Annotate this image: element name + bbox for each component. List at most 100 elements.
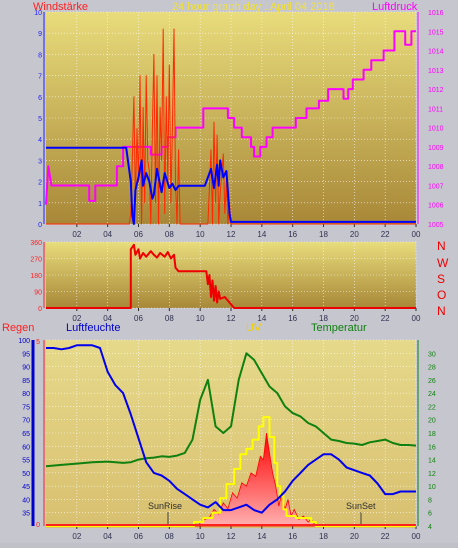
- chart2-right-tick-label: 20: [428, 418, 436, 425]
- chart0-xtick-label: 08: [165, 230, 174, 239]
- chart2-xtick-label: 04: [103, 532, 112, 541]
- chart0-right-tick-label: 1014: [428, 49, 444, 56]
- chart0-right-tick-label: 1006: [428, 203, 444, 210]
- chart0-right-tick-label: 1012: [428, 87, 444, 94]
- chart0-xtick-label: 20: [350, 230, 359, 239]
- chart0-right-tick-label: 1009: [428, 145, 444, 152]
- chart0-right-tick-label: 1015: [428, 29, 444, 36]
- chart2-xtick-label: 12: [227, 532, 236, 541]
- chart0-xtick-label: 06: [134, 230, 143, 239]
- chart1-xtick-label: 08: [165, 314, 174, 323]
- legend-temperatur: Temperatur: [311, 322, 367, 334]
- chart1-left-tick-label: 90: [34, 290, 42, 297]
- header-right-label: Luftdruck: [372, 1, 418, 13]
- legend-luftfeuchte: Luftfeuchte: [66, 322, 120, 334]
- chart0-xtick-label: 16: [288, 230, 297, 239]
- chart0-xtick-label: 14: [257, 230, 266, 239]
- chart2-xtick-label: 14: [257, 532, 266, 541]
- chart0-xtick-label: 12: [227, 230, 236, 239]
- chart2-left-tick-label: 55: [22, 458, 30, 465]
- chart2-right-tick-label: 10: [428, 484, 436, 491]
- chart0-left-tick-label: 10: [34, 10, 42, 17]
- chart0-right-tick-label: 1007: [428, 183, 444, 190]
- compass-letter-n-top: N: [437, 239, 446, 253]
- chart2-right-tick-label: 22: [428, 404, 436, 411]
- chart1-xtick-label: 20: [350, 314, 359, 323]
- chart1-left-tick-label: 0: [38, 306, 42, 313]
- chart2-left-tick-label: 50: [22, 471, 30, 478]
- chart2-right-tick-label: 28: [428, 365, 436, 372]
- chart1-xtick-label: 16: [288, 314, 297, 323]
- header-left-label: Windstärke: [33, 1, 88, 13]
- chart1-xtick-label: 14: [257, 314, 266, 323]
- chart0-left-tick-label: 4: [38, 137, 42, 144]
- chart1-xtick-label: 04: [103, 314, 112, 323]
- chart1-xtick-label: 12: [227, 314, 236, 323]
- temperature-line: [45, 352, 417, 468]
- chart1-xtick-label: 02: [72, 314, 81, 323]
- chart2-left-tick-label: 35: [22, 511, 30, 518]
- chart1-xtick-label: 22: [381, 314, 390, 323]
- chart2-rain-tick-label: 0: [36, 522, 40, 529]
- chart2-left-tick-label: 80: [22, 391, 30, 398]
- chart2-xtick-label: 08: [165, 532, 174, 541]
- chart2-left-tick-label: 40: [22, 497, 30, 504]
- chart0-right-tick-label: 1011: [428, 106, 443, 113]
- chart0-right-tick-label: 1008: [428, 164, 444, 171]
- chart1-xtick-label: 00: [412, 314, 421, 323]
- chart2-right-tick-label: 8: [428, 497, 432, 504]
- chart2-right-tick-label: 24: [428, 391, 436, 398]
- chart0-xtick-label: 10: [196, 230, 205, 239]
- chart0-left-tick-label: 5: [38, 116, 42, 123]
- chart0-left-tick-label: 3: [38, 158, 42, 165]
- chart2-right-tick-label: 26: [428, 378, 436, 385]
- chart2-left-tick-label: 45: [22, 484, 30, 491]
- compass-letter-s: S: [437, 272, 445, 286]
- wind-direction-line: [46, 243, 416, 309]
- chart2-left-tick-label: 70: [22, 418, 30, 425]
- chart0-left-tick-label: 9: [38, 31, 42, 38]
- chart0-xtick-label: 18: [319, 230, 328, 239]
- legend-regen: Regen: [2, 322, 34, 334]
- chart2-right-tick-label: 18: [428, 431, 436, 438]
- chart0-right-tick-label: 1005: [428, 222, 444, 229]
- chart0-left-tick-label: 6: [38, 95, 42, 102]
- compass-letter-n-bottom: N: [437, 304, 446, 318]
- chart2-right-tick-label: 12: [428, 471, 436, 478]
- chart2-left-tick-label: 75: [22, 404, 30, 411]
- chart0-xtick-label: 04: [103, 230, 112, 239]
- chart0-right-tick-label: 1013: [428, 68, 444, 75]
- chart1-left-tick-label: 180: [30, 273, 42, 280]
- wind-gust-line: [46, 146, 416, 225]
- chart2-left-tick-label: 95: [22, 351, 30, 358]
- sunset-label: SunSet: [346, 501, 376, 511]
- chart2-xtick-label: 18: [319, 532, 328, 541]
- chart2-right-tick-label: 16: [428, 444, 436, 451]
- chart0-left-tick-label: 2: [38, 180, 42, 187]
- chart1-xtick-label: 06: [134, 314, 143, 323]
- chart2-xtick-label: 10: [196, 532, 205, 541]
- chart0-left-tick-label: 8: [38, 52, 42, 59]
- uv-line: [46, 416, 416, 527]
- chart2-right-tick-label: 4: [428, 524, 432, 531]
- chart0-left-tick-label: 7: [38, 74, 42, 81]
- chart0-right-tick-label: 1010: [428, 126, 444, 133]
- chart2-right-tick-label: 30: [428, 351, 436, 358]
- chart2-xtick-label: 22: [381, 532, 390, 541]
- chart2-xtick-label: 16: [288, 532, 297, 541]
- chart0-xtick-label: 02: [72, 230, 81, 239]
- chart2-xtick-label: 00: [412, 532, 421, 541]
- chart2-left-tick-label: 65: [22, 431, 30, 438]
- chart2-left-tick-label: 100: [18, 338, 30, 345]
- humidity-line: [46, 344, 416, 514]
- chart2-left-tick-label: 60: [22, 444, 30, 451]
- compass-letter-o: O: [437, 288, 446, 302]
- chart1-left-tick-label: 360: [30, 240, 42, 247]
- chart0-xtick-label: 00: [412, 230, 421, 239]
- chart2-left-tick-label: 85: [22, 378, 30, 385]
- sunrise-label: SunRise: [148, 501, 182, 511]
- chart2-right-tick-label: 6: [428, 511, 432, 518]
- chart2-xtick-label: 06: [134, 532, 143, 541]
